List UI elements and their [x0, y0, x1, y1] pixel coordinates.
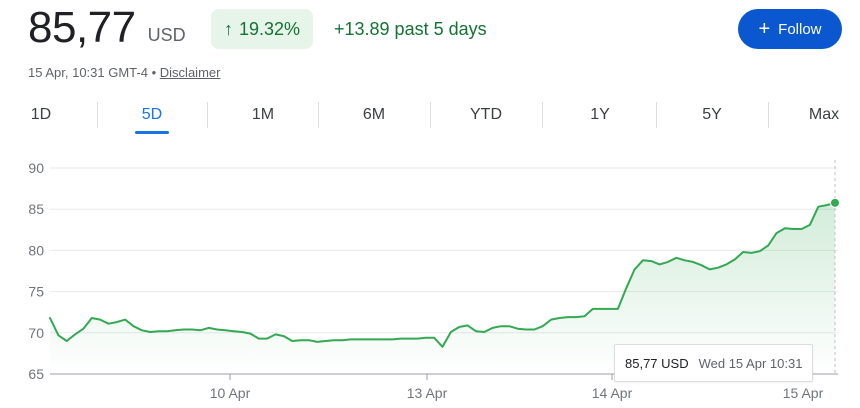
- y-tick-label: 85: [28, 201, 44, 217]
- tab-5d[interactable]: 5D: [97, 98, 207, 134]
- y-tick-label: 75: [28, 284, 44, 300]
- series-line: [49, 201, 836, 348]
- range-tabs: 1D 5D 1M 6M YTD 1Y 5Y Max: [0, 98, 860, 134]
- tab-1y[interactable]: 1Y: [590, 106, 610, 123]
- x-tick-label: 14 Apr: [592, 385, 633, 401]
- change-percent-badge: ↑ 19.32%: [211, 9, 314, 49]
- series-area: [50, 202, 835, 374]
- x-tick-label: 15 Apr: [783, 385, 824, 401]
- separator-dot: •: [151, 65, 157, 80]
- x-tick-label: 13 Apr: [407, 385, 448, 401]
- tab-1m[interactable]: 1M: [251, 106, 275, 123]
- timestamp: 15 Apr, 10:31 GMT-4: [28, 65, 148, 80]
- price-chart: 90 85 80 75 70 65 10 Apr 13 Apr 14 Apr 15 Apr: [28, 160, 840, 401]
- timestamp-row: 15 Apr, 10:31 GMT-4 • Disclaimer: [28, 65, 220, 80]
- last-point-marker: [830, 197, 840, 208]
- tab-divider: [318, 102, 319, 128]
- tooltip-value: 85,77 USD: [625, 355, 689, 371]
- current-price: 85,77: [28, 3, 136, 52]
- follow-label: Follow: [778, 20, 822, 38]
- plus-icon: +: [758, 18, 771, 40]
- tab-divider: [656, 102, 657, 128]
- price-row: 85,77 USD: [28, 4, 186, 52]
- change-absolute: +13.89 past 5 days: [334, 19, 487, 39]
- y-tick-label: 80: [28, 242, 44, 258]
- currency-label: USD: [147, 25, 186, 45]
- tab-5y[interactable]: 5Y: [702, 106, 722, 123]
- tab-ytd[interactable]: YTD: [470, 106, 502, 123]
- tab-divider: [97, 102, 98, 128]
- x-tick-label: 10 Apr: [210, 385, 251, 401]
- tab-max[interactable]: Max: [808, 106, 840, 123]
- disclaimer-link[interactable]: Disclaimer: [159, 65, 221, 80]
- tab-divider: [207, 102, 208, 128]
- tab-divider: [430, 102, 431, 128]
- follow-button[interactable]: + Follow: [738, 9, 842, 49]
- y-tick-label: 90: [28, 160, 44, 176]
- y-tick-label: 70: [28, 325, 44, 341]
- tab-6m[interactable]: 6M: [362, 106, 386, 123]
- tab-divider: [542, 102, 543, 128]
- tooltip-date: Wed 15 Apr 10:31: [698, 355, 803, 371]
- arrow-up-icon: ↑: [224, 18, 233, 39]
- y-tick-label: 65: [28, 366, 44, 382]
- tab-1d[interactable]: 1D: [30, 106, 52, 123]
- tab-divider: [768, 102, 769, 128]
- change-percent-value: 19.32%: [239, 18, 301, 39]
- hover-tooltip: 85,77 USD Wed 15 Apr 10:31: [614, 344, 814, 382]
